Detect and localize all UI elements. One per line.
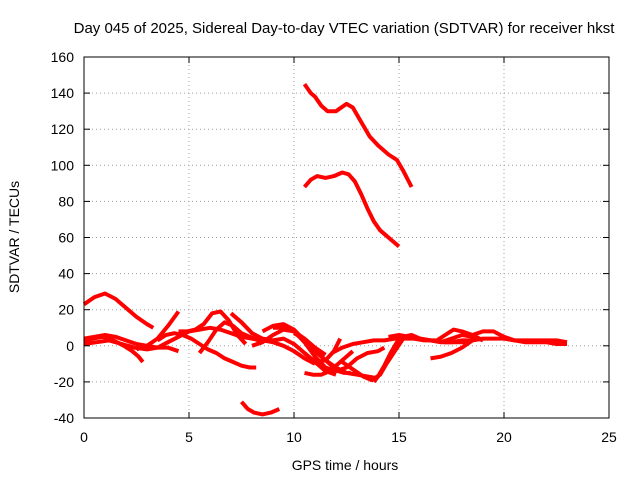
y-tick-label: 80 xyxy=(58,193,74,209)
series-line-arc-14 xyxy=(293,331,351,375)
y-tick-label: -20 xyxy=(54,374,74,390)
series-line-arc-04 xyxy=(83,325,316,366)
series-line-arc-07 xyxy=(178,309,248,346)
x-tick-label: 20 xyxy=(496,429,512,445)
series-line-arc-10 xyxy=(229,311,337,377)
y-tick-label: 160 xyxy=(51,49,75,65)
y-tick-label: -40 xyxy=(54,410,74,426)
x-tick-label: 25 xyxy=(601,429,617,445)
chart-title: Day 045 of 2025, Sidereal Day-to-day VTE… xyxy=(74,20,616,37)
x-tick-label: 0 xyxy=(80,429,88,445)
y-tick-label: 60 xyxy=(58,230,74,246)
series-line-arc-08 xyxy=(197,320,265,355)
series-line-arc-06 xyxy=(156,331,257,370)
series-line-arc-03 xyxy=(83,333,180,354)
y-tick-label: 120 xyxy=(51,121,75,137)
series-line-arc-01 xyxy=(82,291,155,330)
series-line-arc-26 xyxy=(302,170,401,249)
series-group xyxy=(82,82,568,417)
y-tick-label: 0 xyxy=(66,338,74,354)
x-tick-label: 15 xyxy=(391,429,407,445)
series-line-arc-09 xyxy=(239,400,281,417)
series-line-arc-15 xyxy=(303,337,342,364)
series-line-arc-24 xyxy=(471,329,567,346)
y-tick-label: 20 xyxy=(58,302,74,318)
axis-ticks: 0 5 10 15 20 25 -40 -20 0 20 40 60 80 100 120 140 160 xyxy=(51,49,617,445)
series-line-arc-16 xyxy=(304,349,355,377)
y-tick-label: 100 xyxy=(51,157,75,173)
y-axis-label: SDTVAR / TECUs xyxy=(6,181,22,293)
y-tick-label: 140 xyxy=(51,85,75,101)
x-tick-label: 10 xyxy=(286,429,302,445)
y-tick-label: 40 xyxy=(58,266,74,282)
grid xyxy=(84,57,609,418)
series-line-arc-25 xyxy=(302,82,414,188)
series-line-arc-22 xyxy=(430,338,474,361)
x-tick-label: 5 xyxy=(185,429,193,445)
x-axis-label: GPS time / hours xyxy=(292,457,399,473)
